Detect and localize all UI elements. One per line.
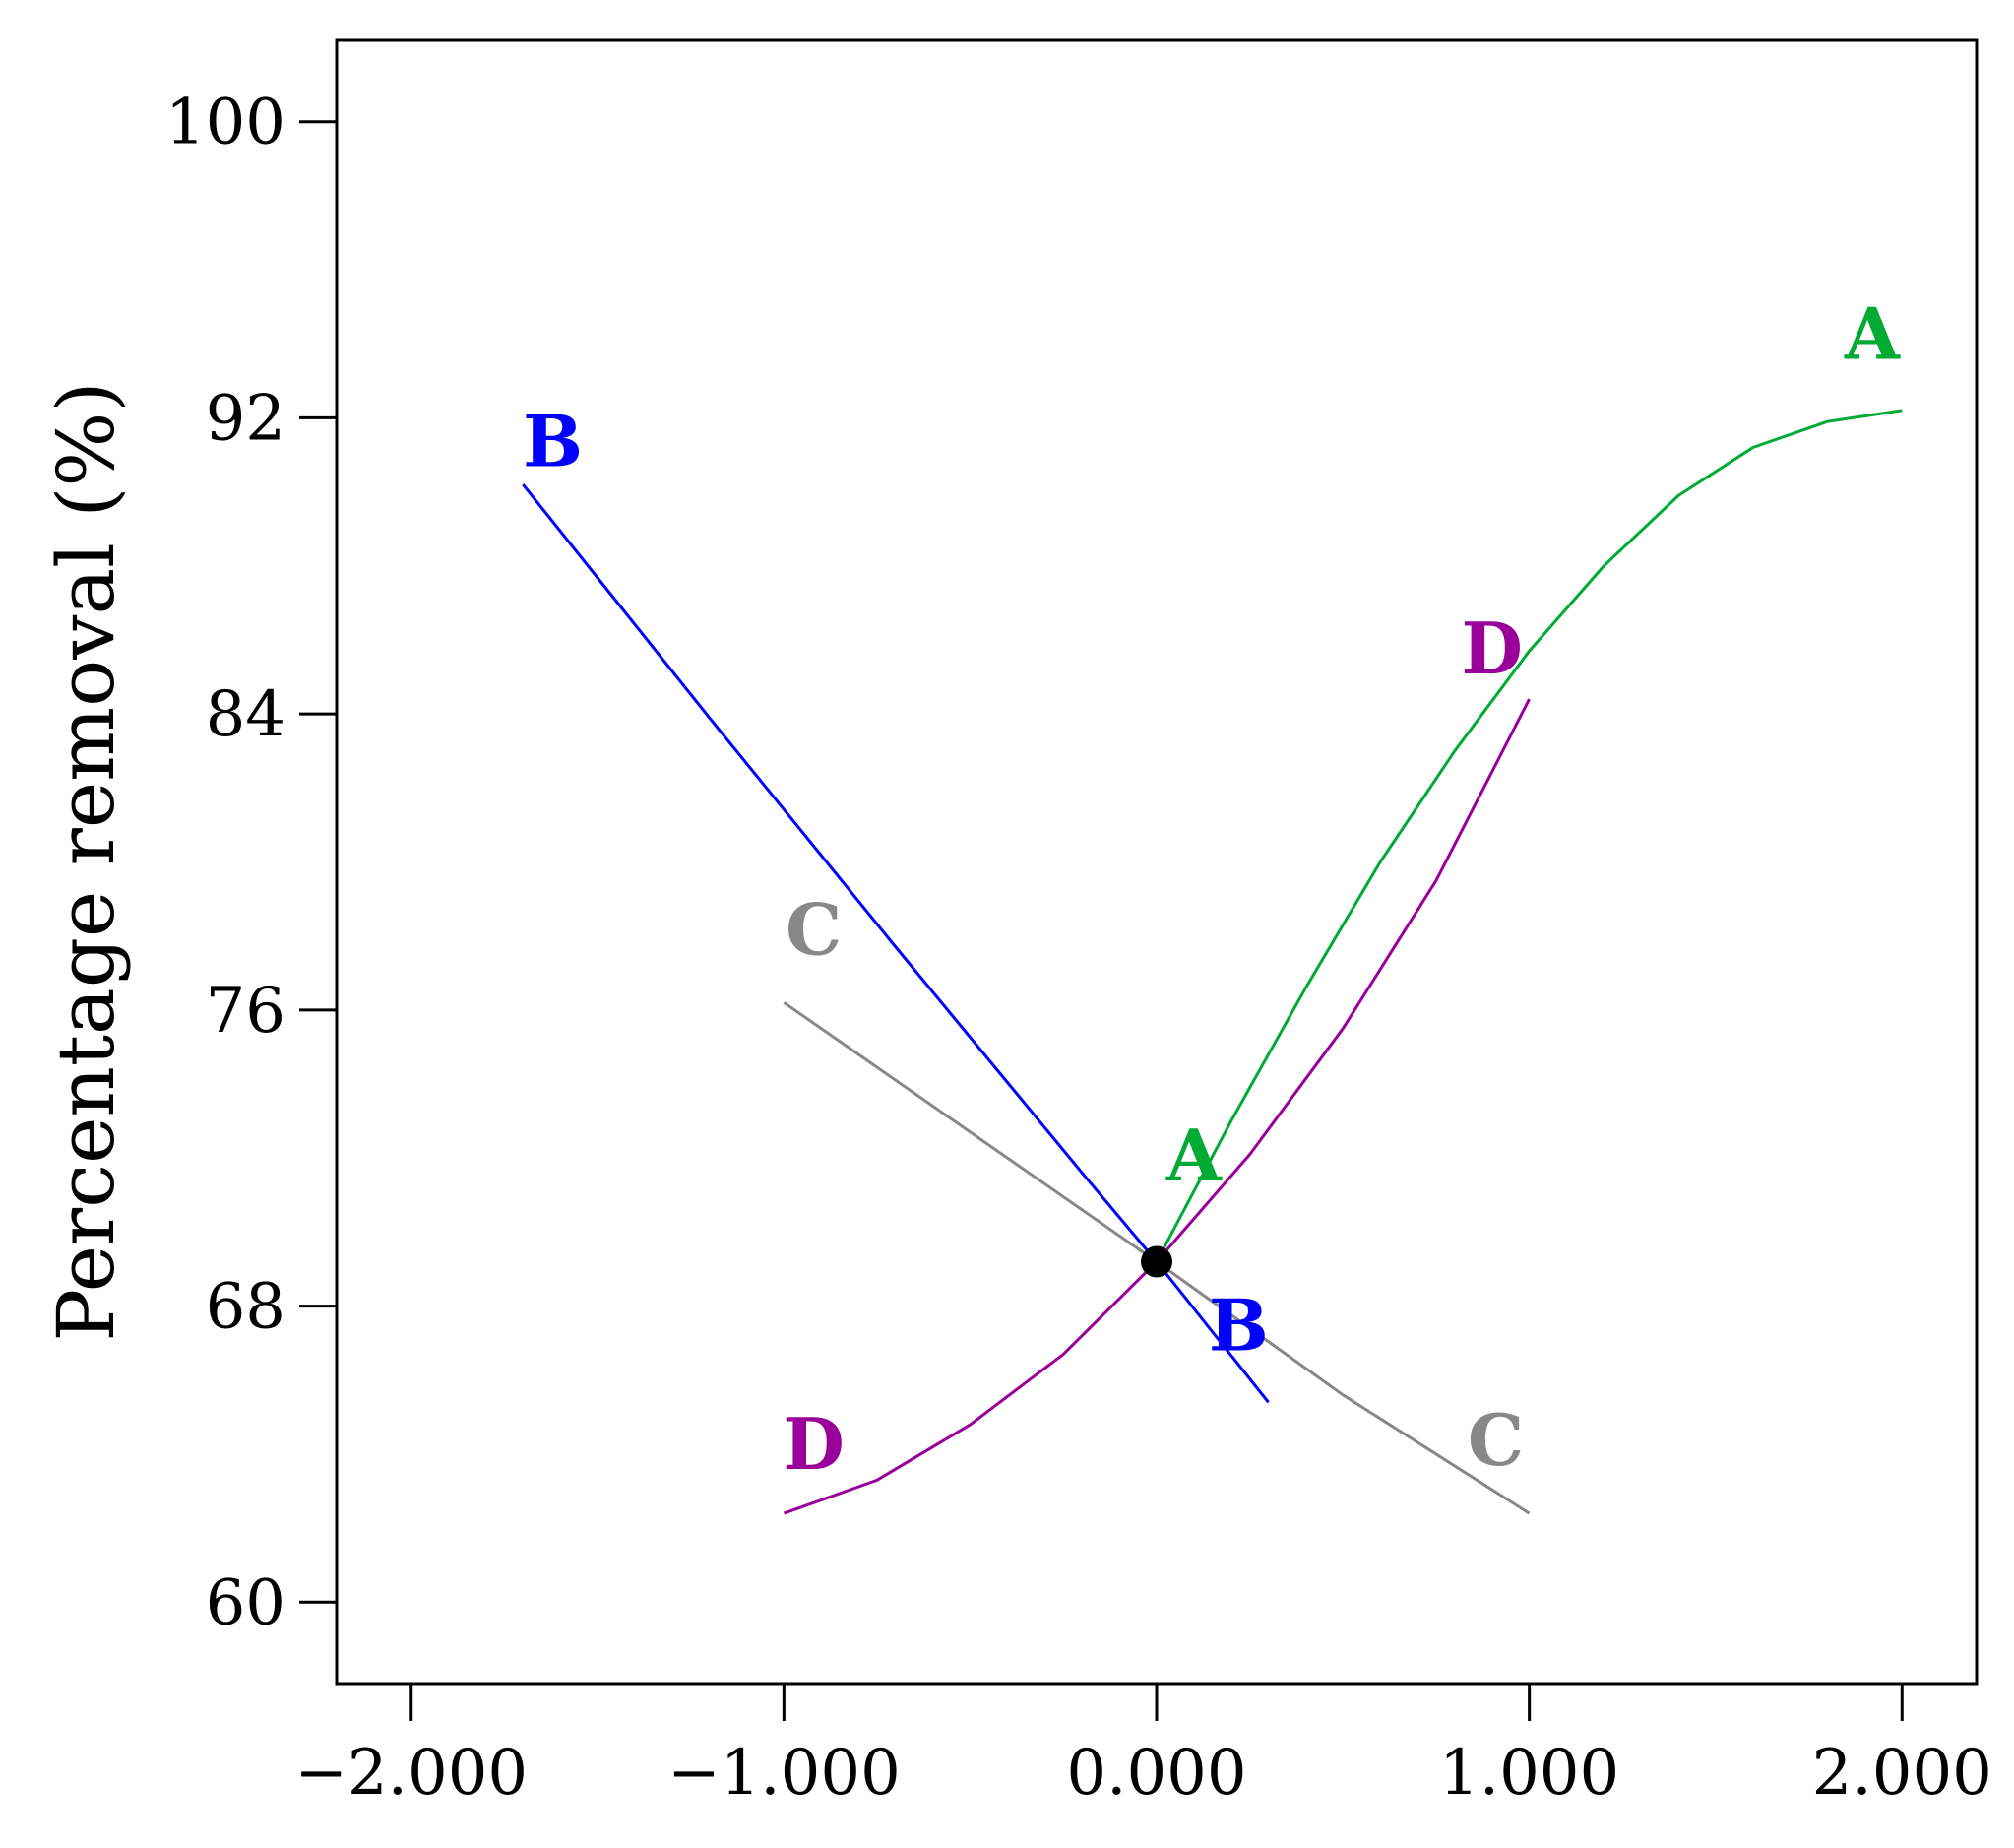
y-tick-label: 68 <box>206 1271 285 1344</box>
x-tick-label: −1.000 <box>667 1737 901 1810</box>
plot-frame <box>335 38 1979 1686</box>
x-tick-label: −2.000 <box>294 1737 528 1810</box>
y-axis-title: Percentage removal (%) <box>40 381 132 1341</box>
x-tick-label: 0.000 <box>1066 1737 1246 1810</box>
series-label-c-2: C <box>1468 1398 1524 1482</box>
x-tick-label: 2.000 <box>1812 1737 1992 1810</box>
series-label-d-2: D <box>1462 606 1523 690</box>
x-axis: −2.000 −1.000 0.000 1.000 2.000 <box>294 1684 1992 1810</box>
series-label-b-1: B <box>523 399 583 482</box>
series-label-a-2: A <box>1844 291 1901 375</box>
series-label-c-1: C <box>786 887 842 971</box>
y-tick-label: 76 <box>206 975 285 1048</box>
series-labels: A A B B C C D D <box>523 291 1901 1486</box>
series-label-a-1: A <box>1165 1114 1223 1197</box>
series-label-b-2: B <box>1209 1284 1269 1368</box>
series-line-a <box>1155 409 1903 1263</box>
y-tick-label: 100 <box>165 87 285 159</box>
y-axis: 60 68 76 84 92 100 <box>165 87 337 1639</box>
y-tick-label: 60 <box>206 1566 285 1639</box>
series-label-d-1: D <box>783 1402 844 1486</box>
center-point-marker <box>1141 1245 1172 1278</box>
series-line-d <box>783 698 1531 1515</box>
y-tick-label: 92 <box>206 382 285 455</box>
x-tick-label: 1.000 <box>1439 1737 1619 1810</box>
series-line-b <box>522 483 1270 1404</box>
y-tick-label: 84 <box>206 678 285 751</box>
